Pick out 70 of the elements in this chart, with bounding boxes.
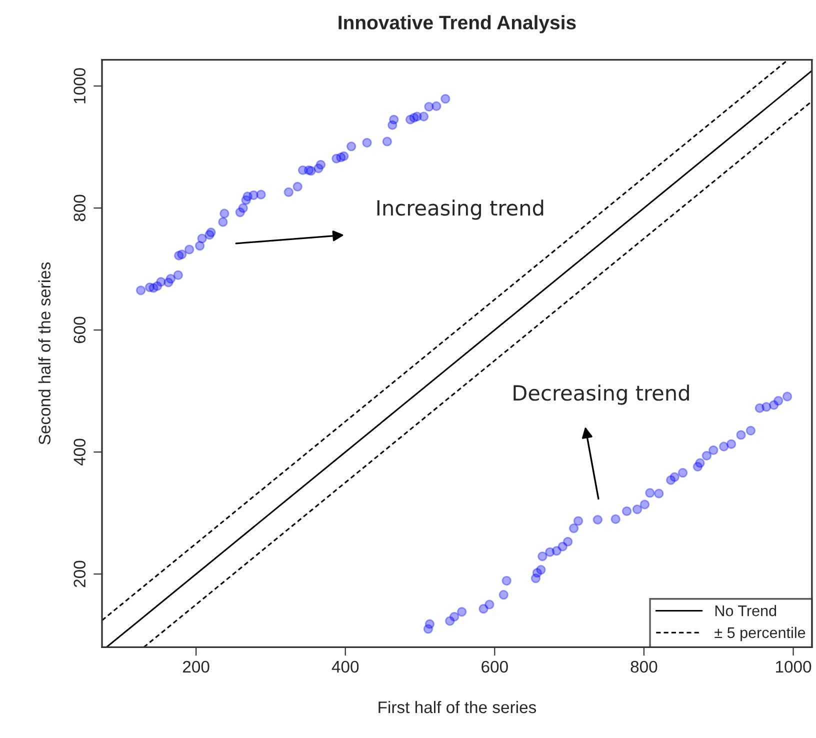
annotation: Increasing trend [377, 200, 544, 220]
point [256, 190, 266, 200]
point [194, 240, 205, 251]
y-axis-title: Second half of the series [38, 262, 51, 444]
point [346, 142, 356, 152]
y-tick-label: 600 [74, 316, 86, 344]
point [645, 488, 655, 498]
y-tick-label: 400 [74, 438, 86, 466]
point [773, 396, 784, 406]
point [220, 208, 230, 218]
point [316, 160, 326, 170]
point [173, 270, 184, 280]
point [284, 187, 294, 198]
point [424, 619, 435, 629]
y-tick-label: 1000 [74, 68, 86, 104]
point [708, 445, 718, 456]
point [238, 203, 248, 213]
point [622, 506, 632, 516]
x-axis-title: First half of the series [378, 700, 536, 714]
point [670, 472, 680, 482]
point [389, 114, 399, 124]
point [498, 590, 508, 600]
point [632, 504, 642, 514]
point [177, 250, 187, 260]
point [218, 217, 228, 227]
point [678, 468, 688, 478]
point [418, 112, 429, 122]
point [382, 136, 392, 146]
point [339, 151, 349, 162]
point [782, 392, 792, 402]
x-tick-label: 600 [482, 660, 508, 673]
point [456, 606, 467, 617]
point [718, 442, 729, 452]
point [726, 439, 736, 449]
legend-label: ± 5 percentile [714, 626, 806, 642]
point [432, 101, 442, 111]
point [610, 514, 620, 524]
point [440, 94, 450, 104]
point [562, 536, 573, 547]
point [502, 576, 512, 586]
y-tick-label: 200 [74, 560, 86, 588]
legend-label: No Trend [715, 604, 776, 616]
point [306, 166, 316, 176]
point [197, 234, 207, 244]
point [746, 426, 756, 436]
annotation: Decreasing trend [514, 384, 689, 405]
point [362, 138, 372, 148]
point [538, 551, 548, 562]
point [184, 244, 194, 254]
x-tick-label: 1000 [776, 660, 812, 673]
point [166, 274, 176, 284]
point [695, 458, 705, 468]
point [592, 514, 603, 525]
point [449, 612, 460, 622]
point [568, 523, 579, 534]
chart-title: Innovative Trend Analysis [338, 15, 576, 34]
point [654, 488, 664, 498]
x-tick-label: 400 [332, 660, 359, 673]
y-tick-label: 800 [74, 194, 86, 222]
point [573, 516, 584, 526]
point [536, 564, 546, 575]
point [206, 228, 216, 238]
point [292, 182, 302, 192]
point [484, 600, 494, 610]
point [702, 450, 712, 461]
point [736, 430, 746, 440]
x-tick-label: 200 [182, 660, 210, 673]
point [640, 500, 650, 510]
point [136, 286, 146, 296]
x-tick-label: 800 [630, 660, 658, 673]
